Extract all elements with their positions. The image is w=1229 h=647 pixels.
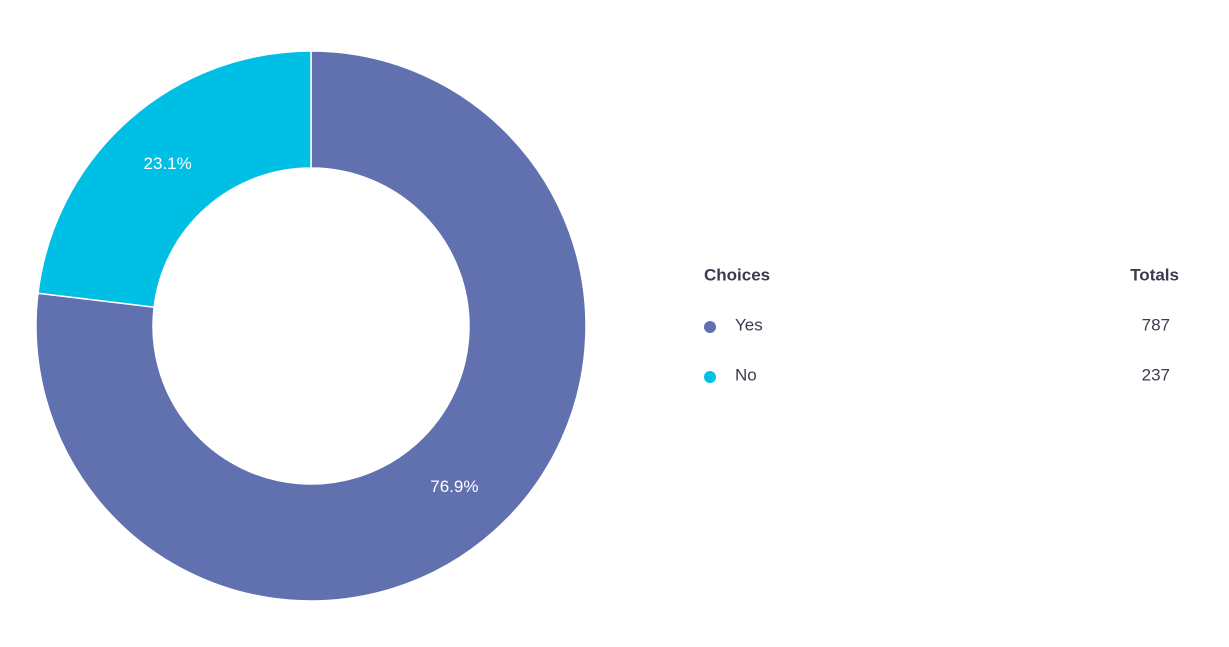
legend-label: No	[735, 365, 757, 384]
total-value: 787	[1142, 315, 1170, 334]
donut-slice	[37, 50, 312, 309]
legend-label: Yes	[735, 315, 763, 334]
slice-label: 23.1%	[144, 154, 192, 173]
slice-label: 76.9%	[430, 477, 478, 496]
legend-dot	[704, 321, 716, 333]
totals-header: Totals	[1130, 265, 1179, 284]
total-value: 237	[1142, 365, 1170, 384]
donut-slice	[35, 50, 587, 602]
legend-header: Choices	[704, 265, 770, 284]
legend-dot	[704, 371, 716, 383]
